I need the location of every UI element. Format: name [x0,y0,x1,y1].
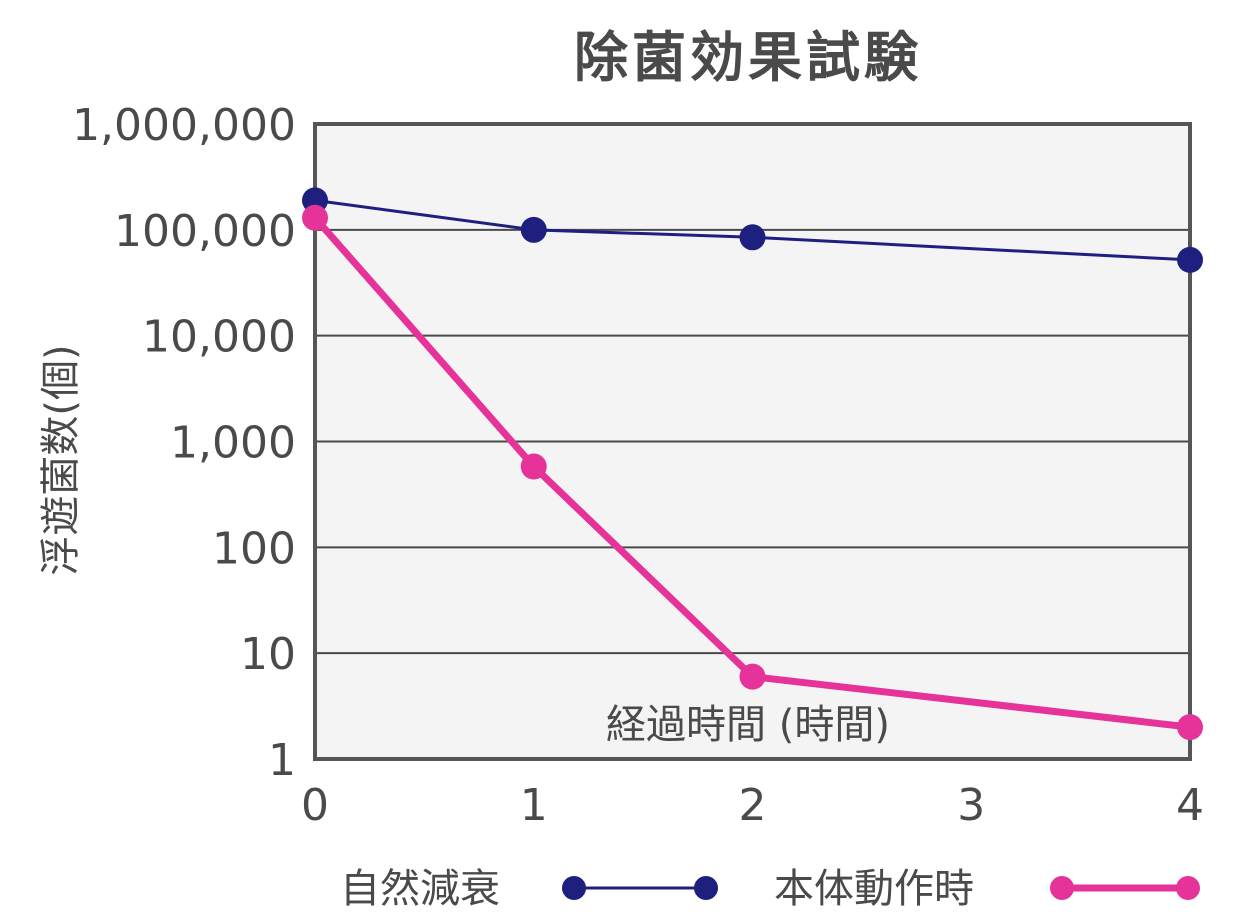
legend-marker [562,876,586,900]
series-line [313,198,1192,262]
data-point [520,453,547,480]
legend: 自然減衰 本体動作時 [340,866,1200,912]
data-point [1177,246,1203,273]
x-tick-label: 3 [957,780,985,831]
chart-title: 除菌効果試験 [574,26,922,89]
plot-frame [313,122,1192,761]
series-layer [302,187,1203,741]
x-tick-labels: 0 1 2 3 4 [301,780,1204,831]
y-tick-label: 10,000 [142,312,296,363]
y-tick-label: 100 [212,523,296,574]
x-tick-label: 1 [520,780,548,831]
y-tick-label: 1,000,000 [72,100,296,151]
x-tick-label: 4 [1176,780,1204,831]
x-axis-label: 経過時間 (時間) [606,702,890,748]
legend-marker [694,876,718,900]
y-axis-label: 浮遊菌数(個) [38,344,84,575]
y-tick-label: 1 [268,735,296,786]
data-point [1177,714,1203,741]
data-point [520,216,547,243]
data-point [739,224,766,251]
x-tick-label: 0 [301,780,329,831]
data-point [302,204,328,231]
y-tick-labels: 1 10 100 1,000 10,000 100,000 1,000,000 [72,100,296,786]
gridlines [315,228,1190,655]
y-tick-label: 100,000 [114,206,296,257]
y-tick-label: 1,000 [170,418,296,469]
data-point [739,663,766,690]
legend-label: 本体動作時 [774,866,974,912]
series-line [311,214,1194,731]
legend-marker [1050,876,1074,900]
legend-label: 自然減衰 [340,866,500,912]
y-tick-label: 10 [240,629,296,680]
legend-marker [1176,876,1200,900]
x-tick-label: 2 [739,780,767,831]
